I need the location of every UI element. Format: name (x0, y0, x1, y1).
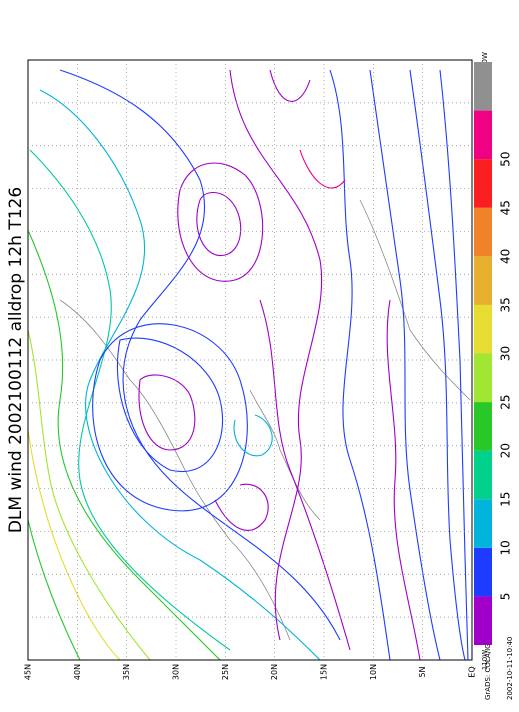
colorbar-label: 25 (499, 394, 513, 409)
timestamp: 2002-10-11-10:40 (506, 637, 514, 700)
colorbar-label: 15 (499, 492, 513, 507)
colorbar-swatch (474, 207, 492, 257)
credit: GrADS: COLA/IGES (484, 634, 492, 700)
colorbar-swatch (474, 547, 492, 597)
lat-label: 5N (418, 666, 427, 677)
colorbar-label: 5 (499, 593, 513, 601)
colorbar-label: 20 (499, 443, 513, 458)
colorbar-label: 30 (499, 346, 513, 361)
lat-label: 30N (172, 664, 181, 680)
lat-label: 35N (122, 664, 131, 680)
streamlines (27, 69, 471, 661)
coastline (249, 389, 321, 521)
colorbar-label: 35 (499, 297, 513, 312)
colorbar-swatch (474, 304, 492, 354)
coastline (59, 299, 291, 641)
colorbar-swatch (474, 62, 492, 111)
lat-label: 20N (270, 664, 279, 680)
colorbar-swatch (474, 110, 492, 160)
colorbar-label: 10 (499, 540, 513, 555)
lat-label: EQ (468, 666, 477, 677)
colorbar-label: 50 (499, 152, 513, 167)
colorbar-swatch (474, 596, 492, 645)
lon-label: 40W (481, 52, 489, 68)
colorbar-swatch (474, 450, 492, 500)
colorbar-label: 45 (499, 200, 513, 215)
colorbar-label: 40 (499, 249, 513, 264)
lat-label: 15N (320, 664, 329, 680)
lat-label: 10N (369, 664, 378, 680)
colorbar-swatch (474, 402, 492, 451)
map-title: DLM wind 2002100112 alldrop 12h T126 (6, 187, 26, 533)
lat-label: 25N (221, 664, 230, 680)
lat-label: 40N (73, 664, 82, 680)
coastline (359, 199, 471, 401)
colorbar-swatch (474, 499, 492, 548)
colorbar-swatch (474, 353, 492, 403)
colorbar-swatch (474, 256, 492, 305)
colorbar-swatch (474, 159, 492, 208)
lat-label: 45N (24, 664, 33, 680)
lon-label: 110W (481, 650, 489, 670)
